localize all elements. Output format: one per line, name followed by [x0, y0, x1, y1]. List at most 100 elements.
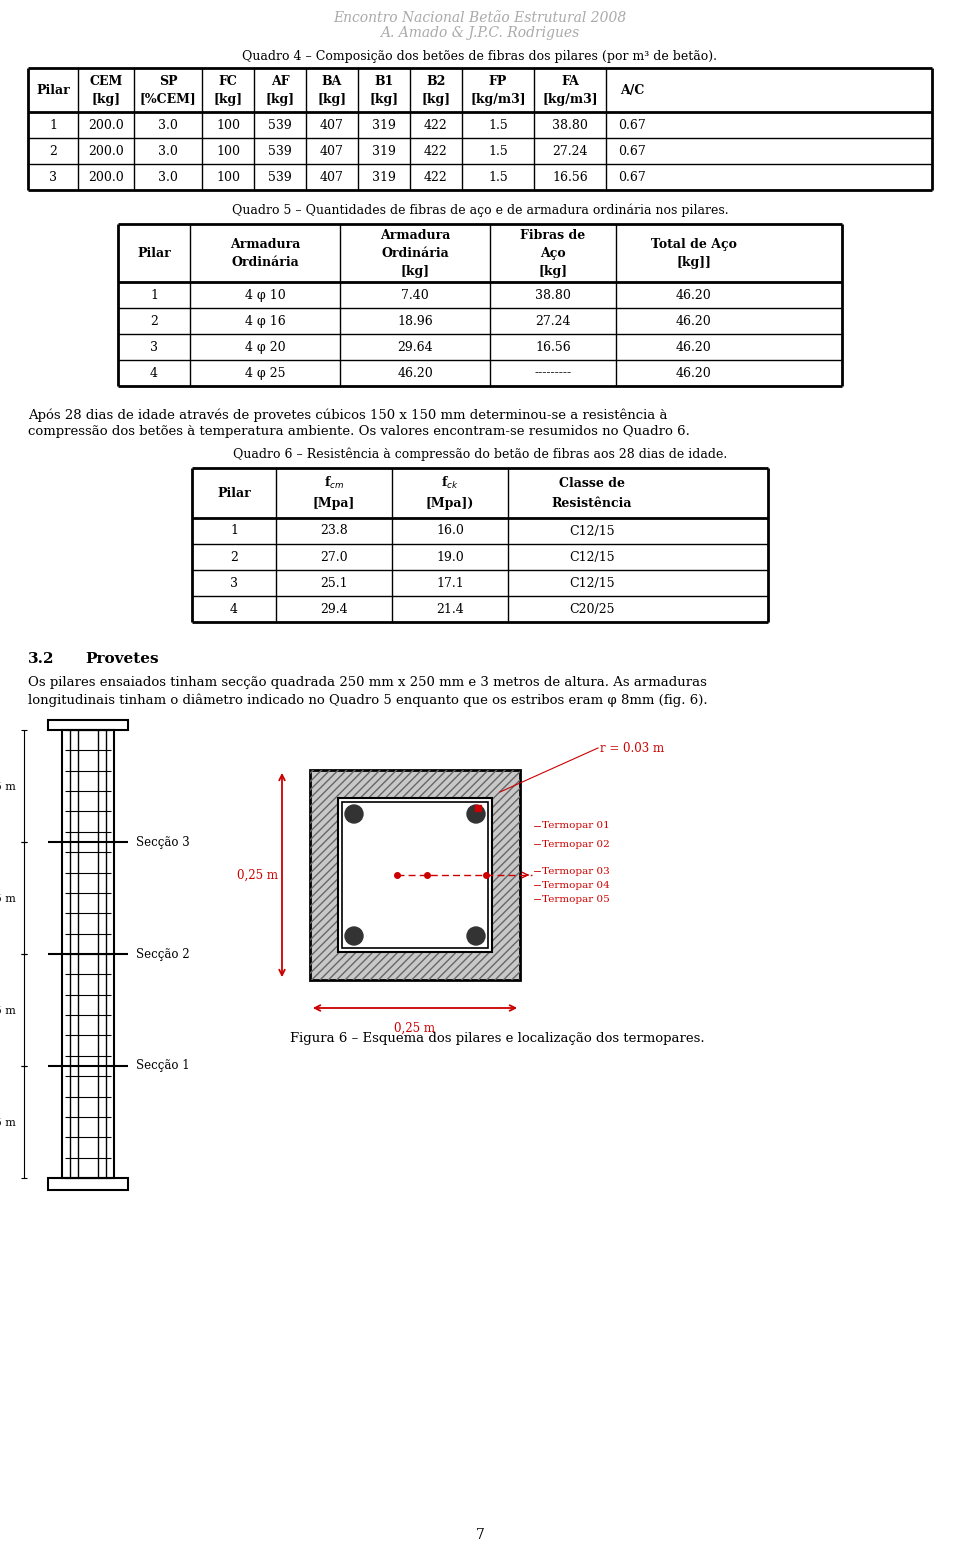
Text: C12/15: C12/15: [569, 525, 614, 537]
Bar: [310, 771, 520, 979]
Text: 21.4: 21.4: [436, 603, 464, 615]
Text: 1.5: 1.5: [488, 145, 508, 157]
Text: 0,75 m: 0,75 m: [0, 1004, 16, 1015]
Text: 539: 539: [268, 171, 292, 184]
Text: FA: FA: [561, 75, 579, 87]
Text: Quadro 6 – Resistência à compressão do betão de fibras aos 28 dias de idade.: Quadro 6 – Resistência à compressão do b…: [233, 447, 727, 461]
Text: Secção 2: Secção 2: [136, 948, 190, 961]
Bar: [338, 799, 492, 951]
Text: 3: 3: [230, 576, 238, 590]
Text: Quadro 4 – Composição dos betões de fibras dos pilares (por m³ de betão).: Quadro 4 – Composição dos betões de fibr…: [243, 50, 717, 62]
Text: A/C: A/C: [620, 84, 644, 97]
Text: SP: SP: [158, 75, 178, 87]
Text: 4 φ 20: 4 φ 20: [245, 341, 285, 353]
Text: Armadura: Armadura: [380, 229, 450, 241]
Text: [%CEM]: [%CEM]: [139, 92, 197, 106]
Text: Os pilares ensaiados tinham secção quadrada 250 mm x 250 mm e 3 metros de altura: Os pilares ensaiados tinham secção quadr…: [28, 676, 707, 690]
Text: [kg]]: [kg]]: [677, 255, 711, 268]
Text: [kg/m3]: [kg/m3]: [542, 92, 598, 106]
Text: 200.0: 200.0: [88, 145, 124, 157]
Text: 19.0: 19.0: [436, 551, 464, 564]
Text: 27.24: 27.24: [552, 145, 588, 157]
Text: 3.0: 3.0: [158, 145, 178, 157]
Text: 2: 2: [230, 551, 238, 564]
Text: 3.0: 3.0: [158, 118, 178, 131]
Text: r = 0.03 m: r = 0.03 m: [600, 741, 664, 755]
Text: 7: 7: [475, 1527, 485, 1541]
Text: 29.64: 29.64: [397, 341, 433, 353]
Text: AF: AF: [271, 75, 289, 87]
Text: 200.0: 200.0: [88, 118, 124, 131]
Text: C20/25: C20/25: [569, 603, 614, 615]
Text: 0.67: 0.67: [618, 118, 646, 131]
Text: Provetes: Provetes: [85, 652, 158, 666]
Text: 3.0: 3.0: [158, 171, 178, 184]
Text: Encontro Nacional Betão Estrutural 2008: Encontro Nacional Betão Estrutural 2008: [333, 11, 627, 25]
Text: 27.0: 27.0: [321, 551, 348, 564]
Text: Quadro 5 – Quantidades de fibras de aço e de armadura ordinária nos pilares.: Quadro 5 – Quantidades de fibras de aço …: [231, 204, 729, 216]
Text: Termopar 03: Termopar 03: [542, 867, 610, 875]
Text: 407: 407: [320, 145, 344, 157]
Text: 3.2: 3.2: [28, 652, 55, 666]
Text: 100: 100: [216, 171, 240, 184]
Text: f$_{ck}$: f$_{ck}$: [442, 475, 459, 490]
Text: FP: FP: [489, 75, 507, 87]
Text: [kg]: [kg]: [370, 92, 398, 106]
Text: 23.8: 23.8: [320, 525, 348, 537]
Text: [kg]: [kg]: [421, 92, 450, 106]
Text: 4 φ 16: 4 φ 16: [245, 315, 285, 327]
Text: 319: 319: [372, 118, 396, 131]
Text: 3: 3: [49, 171, 57, 184]
Text: 29.4: 29.4: [321, 603, 348, 615]
Text: 422: 422: [424, 118, 448, 131]
Text: Resistência: Resistência: [552, 497, 633, 509]
Text: FC: FC: [219, 75, 237, 87]
Text: BA: BA: [322, 75, 342, 87]
Text: compressão dos betões à temperatura ambiente. Os valores encontram-se resumidos : compressão dos betões à temperatura ambi…: [28, 425, 690, 438]
Text: 4: 4: [230, 603, 238, 615]
Text: 200.0: 200.0: [88, 171, 124, 184]
Text: 4: 4: [150, 366, 158, 380]
Text: [Mpa]): [Mpa]): [426, 497, 474, 509]
Text: 539: 539: [268, 118, 292, 131]
Text: 319: 319: [372, 171, 396, 184]
Text: 422: 422: [424, 171, 448, 184]
Text: 46.20: 46.20: [676, 341, 712, 353]
Text: 16.56: 16.56: [552, 171, 588, 184]
Text: Termopar 05: Termopar 05: [542, 895, 610, 903]
Text: 0.67: 0.67: [618, 171, 646, 184]
Text: 46.20: 46.20: [397, 366, 433, 380]
Text: 1: 1: [150, 288, 158, 302]
Text: 407: 407: [320, 171, 344, 184]
Text: C12/15: C12/15: [569, 551, 614, 564]
Text: [kg]: [kg]: [400, 265, 429, 277]
Text: Termopar 02: Termopar 02: [542, 839, 610, 849]
Text: CEM: CEM: [89, 75, 123, 87]
Text: 18.96: 18.96: [397, 315, 433, 327]
Text: Aço: Aço: [540, 246, 565, 260]
Text: 0,25 m: 0,25 m: [395, 1021, 436, 1035]
Text: ---------: ---------: [535, 366, 571, 380]
Text: 2: 2: [49, 145, 57, 157]
Text: 38.80: 38.80: [552, 118, 588, 131]
Text: 1: 1: [49, 118, 57, 131]
Text: 1.5: 1.5: [488, 171, 508, 184]
Text: Pilar: Pilar: [137, 246, 171, 260]
Text: Fibras de: Fibras de: [520, 229, 586, 241]
Bar: [62, 730, 114, 1179]
Text: 0,75 m: 0,75 m: [0, 1116, 16, 1127]
Text: [kg]: [kg]: [91, 92, 121, 106]
Text: B2: B2: [426, 75, 445, 87]
Text: 7.40: 7.40: [401, 288, 429, 302]
Text: B1: B1: [374, 75, 394, 87]
Text: [kg]: [kg]: [213, 92, 243, 106]
Bar: [342, 802, 488, 948]
Circle shape: [345, 926, 363, 945]
Text: 319: 319: [372, 145, 396, 157]
Text: 16.0: 16.0: [436, 525, 464, 537]
Text: [Mpa]: [Mpa]: [313, 497, 355, 509]
Bar: [48, 1179, 128, 1190]
Text: 1: 1: [230, 525, 238, 537]
Text: Após 28 dias de idade através de provetes cúbicos 150 x 150 mm determinou-se a r: Após 28 dias de idade através de provete…: [28, 408, 667, 422]
Text: 407: 407: [320, 118, 344, 131]
